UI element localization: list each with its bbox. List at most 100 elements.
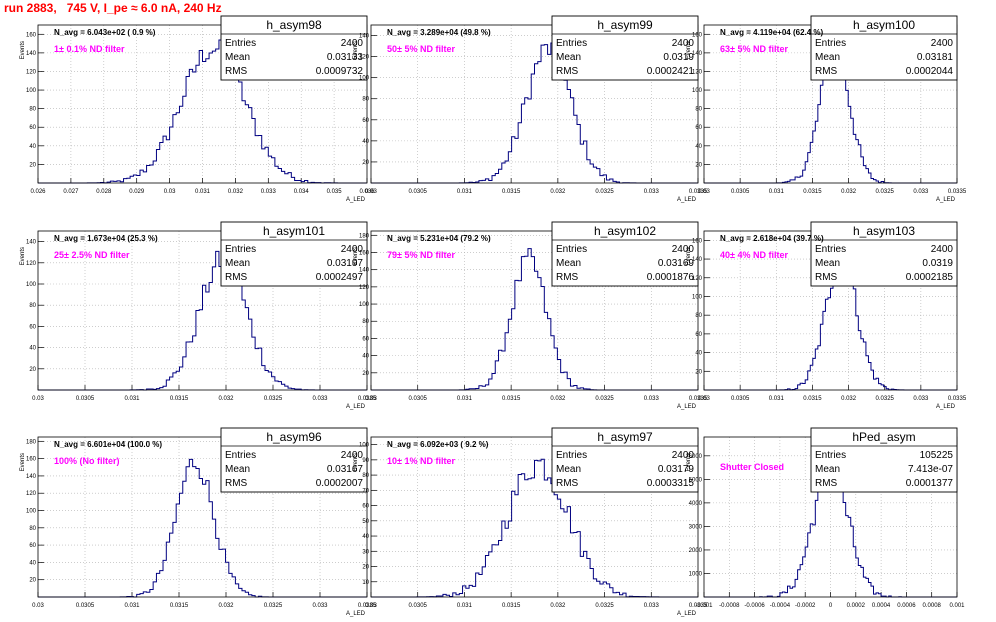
stats-entries-label: Entries [556, 38, 587, 49]
y-tick-label: 80 [29, 526, 36, 532]
x-tick-label: 0.03 [32, 603, 44, 609]
filter-label: 100% (No filter) [54, 456, 120, 466]
x-tick-label: 0.032 [550, 396, 566, 402]
y-tick-label: 20 [29, 162, 36, 168]
x-axis-label: A_LED [677, 611, 697, 617]
y-tick-label: 20 [695, 162, 702, 168]
stats-mean-label: Mean [815, 52, 840, 63]
y-tick-label: 70 [362, 488, 369, 494]
y-tick-label: 60 [29, 324, 36, 330]
y-axis-label: Events [353, 453, 359, 471]
x-tick-label: -0.0008 [719, 603, 740, 609]
x-axis-label: A_LED [346, 197, 366, 203]
y-tick-label: 120 [26, 69, 37, 75]
navg-label: N_avg = 2.618e+04 (39.7 %) [720, 234, 824, 243]
y-tick-label: 20 [362, 565, 369, 571]
y-tick-label: 80 [362, 97, 369, 103]
y-tick-label: 100 [692, 88, 703, 94]
y-tick-label: 120 [359, 285, 370, 291]
x-axis-label: A_LED [346, 404, 366, 410]
y-tick-label: 40 [29, 144, 36, 150]
stats-box [810, 221, 958, 287]
y-tick-label: 1000 [689, 571, 703, 577]
x-tick-label: 0.031 [769, 396, 785, 402]
y-tick-label: 80 [362, 473, 369, 479]
x-tick-label: 0.0305 [409, 189, 428, 195]
y-tick-label: 100 [692, 294, 703, 300]
x-tick-label: 0.0315 [803, 189, 822, 195]
plot-frame [37, 24, 368, 184]
x-tick-label: 0.0335 [689, 189, 708, 195]
x-tick-label: 0.033 [312, 396, 328, 402]
navg-label: N_avg = 3.289e+04 (49.8 %) [387, 28, 491, 37]
stats-title: h_asym101 [263, 224, 325, 238]
x-tick-label: 0.0315 [170, 603, 189, 609]
x-tick-label: 0.03 [698, 189, 710, 195]
y-tick-label: 40 [362, 534, 369, 540]
y-tick-label: 80 [29, 107, 36, 113]
stats-box [551, 15, 699, 81]
y-tick-label: 5000 [689, 477, 703, 483]
x-tick-label: 0.0335 [689, 603, 708, 609]
plot-frame [37, 230, 368, 391]
stats-mean-label: Mean [556, 464, 581, 475]
navg-label: N_avg = 1.673e+04 (25.3 %) [54, 234, 158, 243]
stats-mean-value: 0.03133 [327, 52, 364, 63]
navg-label: N_avg = 6.092e+03 ( 9.2 %) [387, 440, 489, 449]
y-tick-label: 60 [362, 504, 369, 510]
y-tick-label: 180 [359, 233, 370, 239]
y-tick-label: 40 [29, 346, 36, 352]
x-tick-label: 0.03 [164, 189, 176, 195]
stats-mean-label: Mean [225, 258, 250, 269]
x-tick-label: 0.032 [841, 189, 857, 195]
stats-rms-label: RMS [556, 272, 579, 283]
stats-rms-label: RMS [815, 272, 838, 283]
y-tick-label: 60 [29, 543, 36, 549]
y-tick-label: 140 [359, 268, 370, 274]
x-tick-label: 0.0305 [76, 603, 95, 609]
x-tick-label: 0.0335 [358, 396, 377, 402]
histogram-h_asym103: 0.03 0.0305 0.031 0.0315 0.032 0.0325 0.033 0.0… [686, 221, 967, 410]
y-tick-label: 100 [359, 76, 370, 82]
x-tick-label: 0.0305 [731, 189, 750, 195]
y-tick-label: 100 [26, 282, 37, 288]
histogram-h_asym99: 0.03 0.0305 0.031 0.0315 0.032 0.0325 0.033 0.0… [353, 15, 708, 203]
x-tick-label: 0.0335 [358, 603, 377, 609]
x-tick-label: 0.001 [949, 603, 965, 609]
x-tick-label: 0.0325 [876, 189, 895, 195]
y-tick-label: 140 [692, 51, 703, 57]
y-tick-label: 40 [695, 351, 702, 357]
x-tick-label: 0.029 [129, 189, 145, 195]
stats-rms-label: RMS [225, 478, 248, 489]
stats-box [220, 427, 368, 493]
y-tick-label: 140 [26, 474, 37, 480]
stats-entries-label: Entries [815, 244, 846, 255]
x-tick-label: 0.033 [913, 396, 929, 402]
x-tick-label: 0.033 [644, 603, 660, 609]
stats-entries-label: Entries [225, 244, 256, 255]
x-tick-label: 0.033 [312, 603, 328, 609]
y-tick-label: 80 [362, 319, 369, 325]
x-tick-label: 0.026 [30, 189, 46, 195]
y-tick-label: 100 [359, 302, 370, 308]
stats-rms-label: RMS [815, 478, 838, 489]
stats-box [810, 427, 958, 493]
plot-frame [370, 24, 699, 184]
x-tick-label: 0.031 [769, 189, 785, 195]
x-tick-label: 0.03 [32, 396, 44, 402]
x-tick-label: 0.0315 [502, 189, 521, 195]
x-tick-label: 0.031 [195, 189, 211, 195]
x-tick-label: 0.032 [218, 603, 234, 609]
y-tick-label: 80 [695, 313, 702, 319]
stats-entries-value: 2400 [341, 450, 364, 461]
stats-rms-label: RMS [556, 66, 579, 77]
stats-rms-value: 0.0003315 [647, 478, 695, 489]
x-tick-label: -0.0004 [770, 603, 791, 609]
y-tick-label: 60 [695, 125, 702, 131]
y-tick-label: 20 [362, 160, 369, 166]
plot-frame [370, 230, 699, 391]
y-tick-label: 40 [695, 144, 702, 150]
y-tick-label: 30 [362, 549, 369, 555]
x-tick-label: 0.0325 [595, 603, 614, 609]
y-tick-label: 60 [695, 332, 702, 338]
